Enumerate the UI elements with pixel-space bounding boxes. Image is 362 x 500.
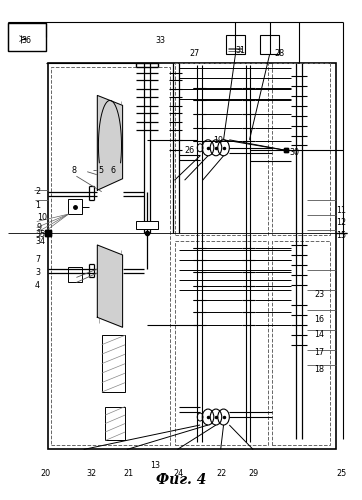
Text: 1: 1 (35, 200, 40, 209)
Text: 5: 5 (98, 166, 103, 174)
Text: 7: 7 (35, 256, 40, 264)
Text: 19: 19 (214, 136, 224, 145)
Bar (174, 241, 268, 446)
Text: 15: 15 (336, 230, 346, 239)
Text: 24: 24 (173, 469, 183, 478)
Bar (105, 406, 125, 440)
Text: 30: 30 (289, 148, 299, 158)
Text: 11: 11 (336, 206, 346, 214)
Text: 2: 2 (35, 186, 40, 196)
Text: 14: 14 (315, 330, 324, 340)
Text: 33: 33 (156, 36, 166, 45)
Text: 23: 23 (315, 290, 325, 300)
Bar (102, 335, 125, 392)
Text: 6: 6 (111, 166, 116, 174)
Text: 16: 16 (315, 316, 324, 324)
Bar (272, 241, 329, 446)
Text: 9: 9 (37, 223, 42, 232)
Bar (136, 221, 158, 229)
Bar (51, 67, 170, 446)
Text: 36: 36 (22, 36, 31, 45)
Text: 3: 3 (35, 268, 40, 277)
Text: 8: 8 (71, 166, 76, 174)
Text: Фиг. 4: Фиг. 4 (156, 473, 206, 487)
Text: 31: 31 (235, 46, 245, 55)
Text: 22: 22 (216, 469, 227, 478)
Text: 20: 20 (40, 469, 50, 478)
Text: 29: 29 (248, 469, 258, 478)
Polygon shape (97, 96, 123, 190)
Text: 17: 17 (315, 348, 325, 356)
Bar (47, 63, 336, 450)
Text: 13: 13 (150, 461, 160, 470)
Text: 4: 4 (35, 282, 40, 290)
Text: 35: 35 (35, 230, 45, 238)
Text: 28: 28 (275, 48, 285, 58)
Polygon shape (97, 245, 123, 328)
Text: 27: 27 (189, 48, 199, 58)
Text: 34: 34 (35, 236, 45, 246)
Bar (8, 23, 46, 50)
Bar (260, 35, 279, 54)
Text: 26: 26 (185, 146, 195, 155)
Bar (272, 63, 329, 235)
Bar (68, 268, 82, 282)
Bar (68, 199, 82, 214)
Bar (226, 35, 245, 54)
Text: 12: 12 (336, 218, 346, 227)
Text: 25: 25 (336, 469, 346, 478)
Text: 32: 32 (87, 469, 97, 478)
Text: 10: 10 (37, 212, 47, 222)
Text: 21: 21 (123, 469, 134, 478)
Text: 18: 18 (315, 365, 324, 374)
Bar (174, 63, 268, 235)
